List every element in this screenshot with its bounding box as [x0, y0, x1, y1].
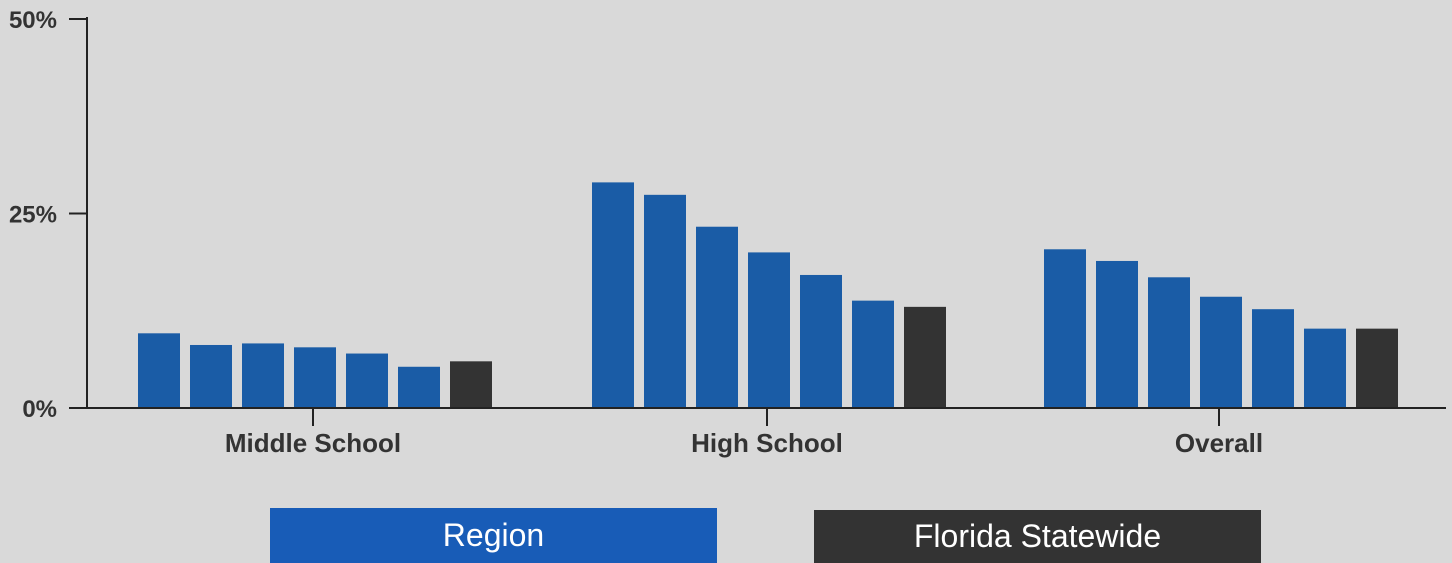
bar-region [398, 366, 440, 408]
x-category-label: High School [691, 428, 843, 458]
x-category-label: Overall [1175, 428, 1263, 458]
bar-region [190, 344, 232, 408]
bar-region [644, 194, 686, 408]
bar-region [138, 333, 180, 408]
legend-item-region: Region [270, 508, 717, 563]
bar-region [800, 274, 842, 408]
bar-region [748, 252, 790, 408]
bar-region [1252, 309, 1294, 408]
bar-region [1200, 296, 1242, 408]
legend-label-region: Region [442, 517, 545, 553]
bar-region [242, 343, 284, 408]
y-tick-label: 50% [9, 7, 57, 34]
bar-region [696, 226, 738, 408]
bar-region [1096, 260, 1138, 408]
bar-region [592, 182, 634, 408]
legend-item-florida-statewide: Florida Statewide [814, 510, 1261, 563]
y-tick-label: 0% [22, 396, 57, 423]
bar-region [1304, 328, 1346, 408]
bar-region [294, 347, 336, 408]
bar-region [1044, 249, 1086, 408]
bar-florida-statewide [450, 361, 492, 408]
legend-label-florida-statewide: Florida Statewide [913, 518, 1162, 554]
bar-region [1148, 277, 1190, 408]
x-category-label: Middle School [225, 428, 401, 458]
y-tick-label: 25% [9, 202, 57, 229]
bar-florida-statewide [1356, 328, 1398, 408]
bar-florida-statewide [904, 306, 946, 408]
bar-region [346, 353, 388, 408]
bar-region [852, 300, 894, 408]
